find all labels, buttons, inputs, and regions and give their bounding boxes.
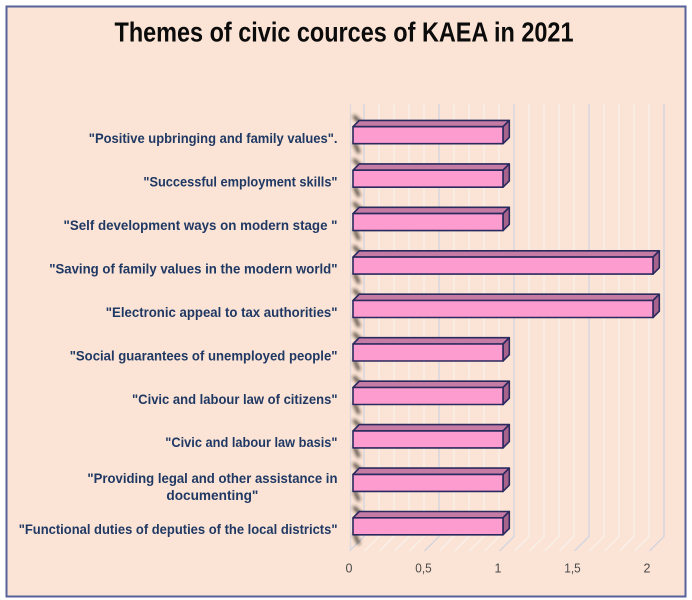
svg-text:"Social guarantees of unemploy: "Social guarantees of unemployed people"	[70, 347, 338, 363]
svg-text:0: 0	[346, 562, 353, 576]
svg-text:2: 2	[644, 562, 651, 576]
svg-text:"Saving of family values in th: "Saving of family values in the modern w…	[49, 260, 337, 276]
svg-text:"Successful employment skills": "Successful employment skills"	[143, 174, 337, 190]
svg-text:"Self development ways on mode: "Self development ways on modern stage "	[64, 217, 338, 233]
svg-text:"Positive upbringing and famil: "Positive upbringing and family values".	[89, 130, 338, 146]
svg-text:1: 1	[495, 562, 502, 576]
svg-text:"Functional duties of deputies: "Functional duties of deputies of the lo…	[19, 521, 338, 537]
svg-text:Themes of civic cources of KAE: Themes of civic cources of KAEA in 2021	[115, 17, 574, 48]
svg-text:"Civic and labour law of citiz: "Civic and labour law of citizens"	[132, 391, 338, 407]
svg-text:"Civic and labour law basis": "Civic and labour law basis"	[165, 434, 337, 450]
svg-text:1,5: 1,5	[564, 562, 580, 576]
svg-text:"Providing legal and other ass: "Providing legal and other assistance in…	[87, 470, 337, 503]
svg-text:"Electronic appeal to tax auth: "Electronic appeal to tax authorities"	[106, 304, 338, 320]
svg-text:0,5: 0,5	[415, 562, 431, 576]
